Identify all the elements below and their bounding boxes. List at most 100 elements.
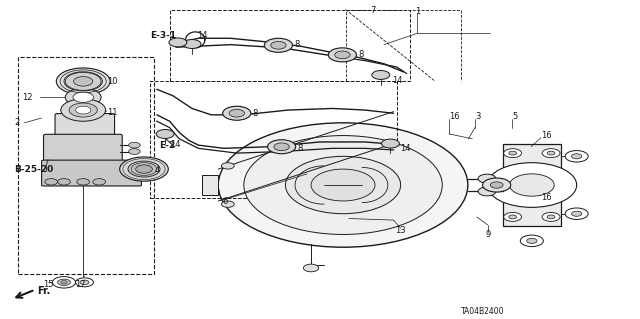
FancyBboxPatch shape [42,160,141,186]
Circle shape [218,123,468,247]
Circle shape [527,238,537,243]
Circle shape [64,72,102,91]
Circle shape [509,174,554,196]
Circle shape [58,179,70,185]
Circle shape [547,151,555,155]
Circle shape [229,109,244,117]
Circle shape [268,140,296,154]
Circle shape [73,92,93,102]
Circle shape [136,165,152,173]
Text: 2: 2 [14,118,19,127]
Circle shape [328,48,356,62]
Circle shape [45,179,58,185]
Text: B-25-20: B-25-20 [14,165,53,174]
Bar [18,57,154,274]
Polygon shape [503,144,561,226]
Text: 11: 11 [108,108,118,117]
Polygon shape [202,175,218,195]
Circle shape [61,281,67,284]
Circle shape [490,182,503,188]
Circle shape [565,208,588,219]
FancyBboxPatch shape [55,114,115,137]
Circle shape [129,149,140,154]
Text: E-2: E-2 [159,141,175,150]
Circle shape [93,179,106,185]
Bar [170,10,410,81]
Text: 14: 14 [170,140,180,149]
Circle shape [169,38,187,47]
Circle shape [221,163,234,169]
Circle shape [311,169,375,201]
Circle shape [76,106,91,114]
Text: 14: 14 [197,31,207,40]
Circle shape [572,154,582,159]
Circle shape [509,215,516,219]
Circle shape [274,143,289,151]
Bar [150,81,397,198]
Circle shape [335,51,350,59]
Text: 7: 7 [370,6,375,15]
Circle shape [542,149,560,158]
Circle shape [129,142,140,148]
Circle shape [80,280,89,285]
Circle shape [547,215,555,219]
Circle shape [520,235,543,247]
Circle shape [303,264,319,272]
Circle shape [372,70,390,79]
Text: Fr.: Fr. [37,286,51,296]
Circle shape [76,278,93,287]
Text: 5: 5 [512,112,517,121]
Circle shape [504,149,522,158]
Text: 13: 13 [396,226,406,235]
FancyBboxPatch shape [44,134,122,164]
Circle shape [478,187,496,196]
Text: 6: 6 [223,197,228,206]
Circle shape [58,279,70,286]
Text: 10: 10 [108,77,118,86]
Circle shape [77,179,90,185]
Text: 9: 9 [485,230,490,239]
Text: 15: 15 [44,280,54,289]
Text: 16: 16 [541,193,552,202]
Circle shape [572,211,582,216]
Circle shape [56,68,110,95]
Circle shape [223,106,251,120]
Circle shape [69,103,97,117]
Text: 1: 1 [415,7,420,16]
Circle shape [504,212,522,221]
Text: E-3-1: E-3-1 [150,31,177,40]
Circle shape [61,99,106,121]
Text: 12: 12 [22,93,33,102]
Text: 16: 16 [541,131,552,140]
Text: 17: 17 [76,280,86,289]
Text: 4: 4 [155,166,160,175]
Circle shape [509,151,516,155]
Text: 3: 3 [475,112,480,121]
Circle shape [52,277,76,288]
Text: 14: 14 [392,76,402,85]
Circle shape [487,163,577,207]
Circle shape [271,41,286,49]
Circle shape [478,174,496,183]
Text: 8: 8 [294,40,300,48]
Text: 8: 8 [358,50,364,59]
Text: 8: 8 [298,144,303,153]
Circle shape [483,178,511,192]
Circle shape [381,139,399,148]
Circle shape [221,201,234,207]
Text: 14: 14 [400,144,410,153]
Circle shape [542,212,560,221]
Circle shape [65,88,101,106]
Circle shape [156,130,174,138]
Text: TA04B2400: TA04B2400 [461,307,504,315]
Circle shape [120,157,168,181]
Circle shape [74,77,93,86]
Circle shape [264,38,292,52]
Circle shape [128,161,160,177]
Text: 8: 8 [253,109,258,118]
Circle shape [565,151,588,162]
Circle shape [285,156,401,214]
Circle shape [244,136,442,234]
Text: 16: 16 [449,112,460,121]
Circle shape [183,40,201,48]
